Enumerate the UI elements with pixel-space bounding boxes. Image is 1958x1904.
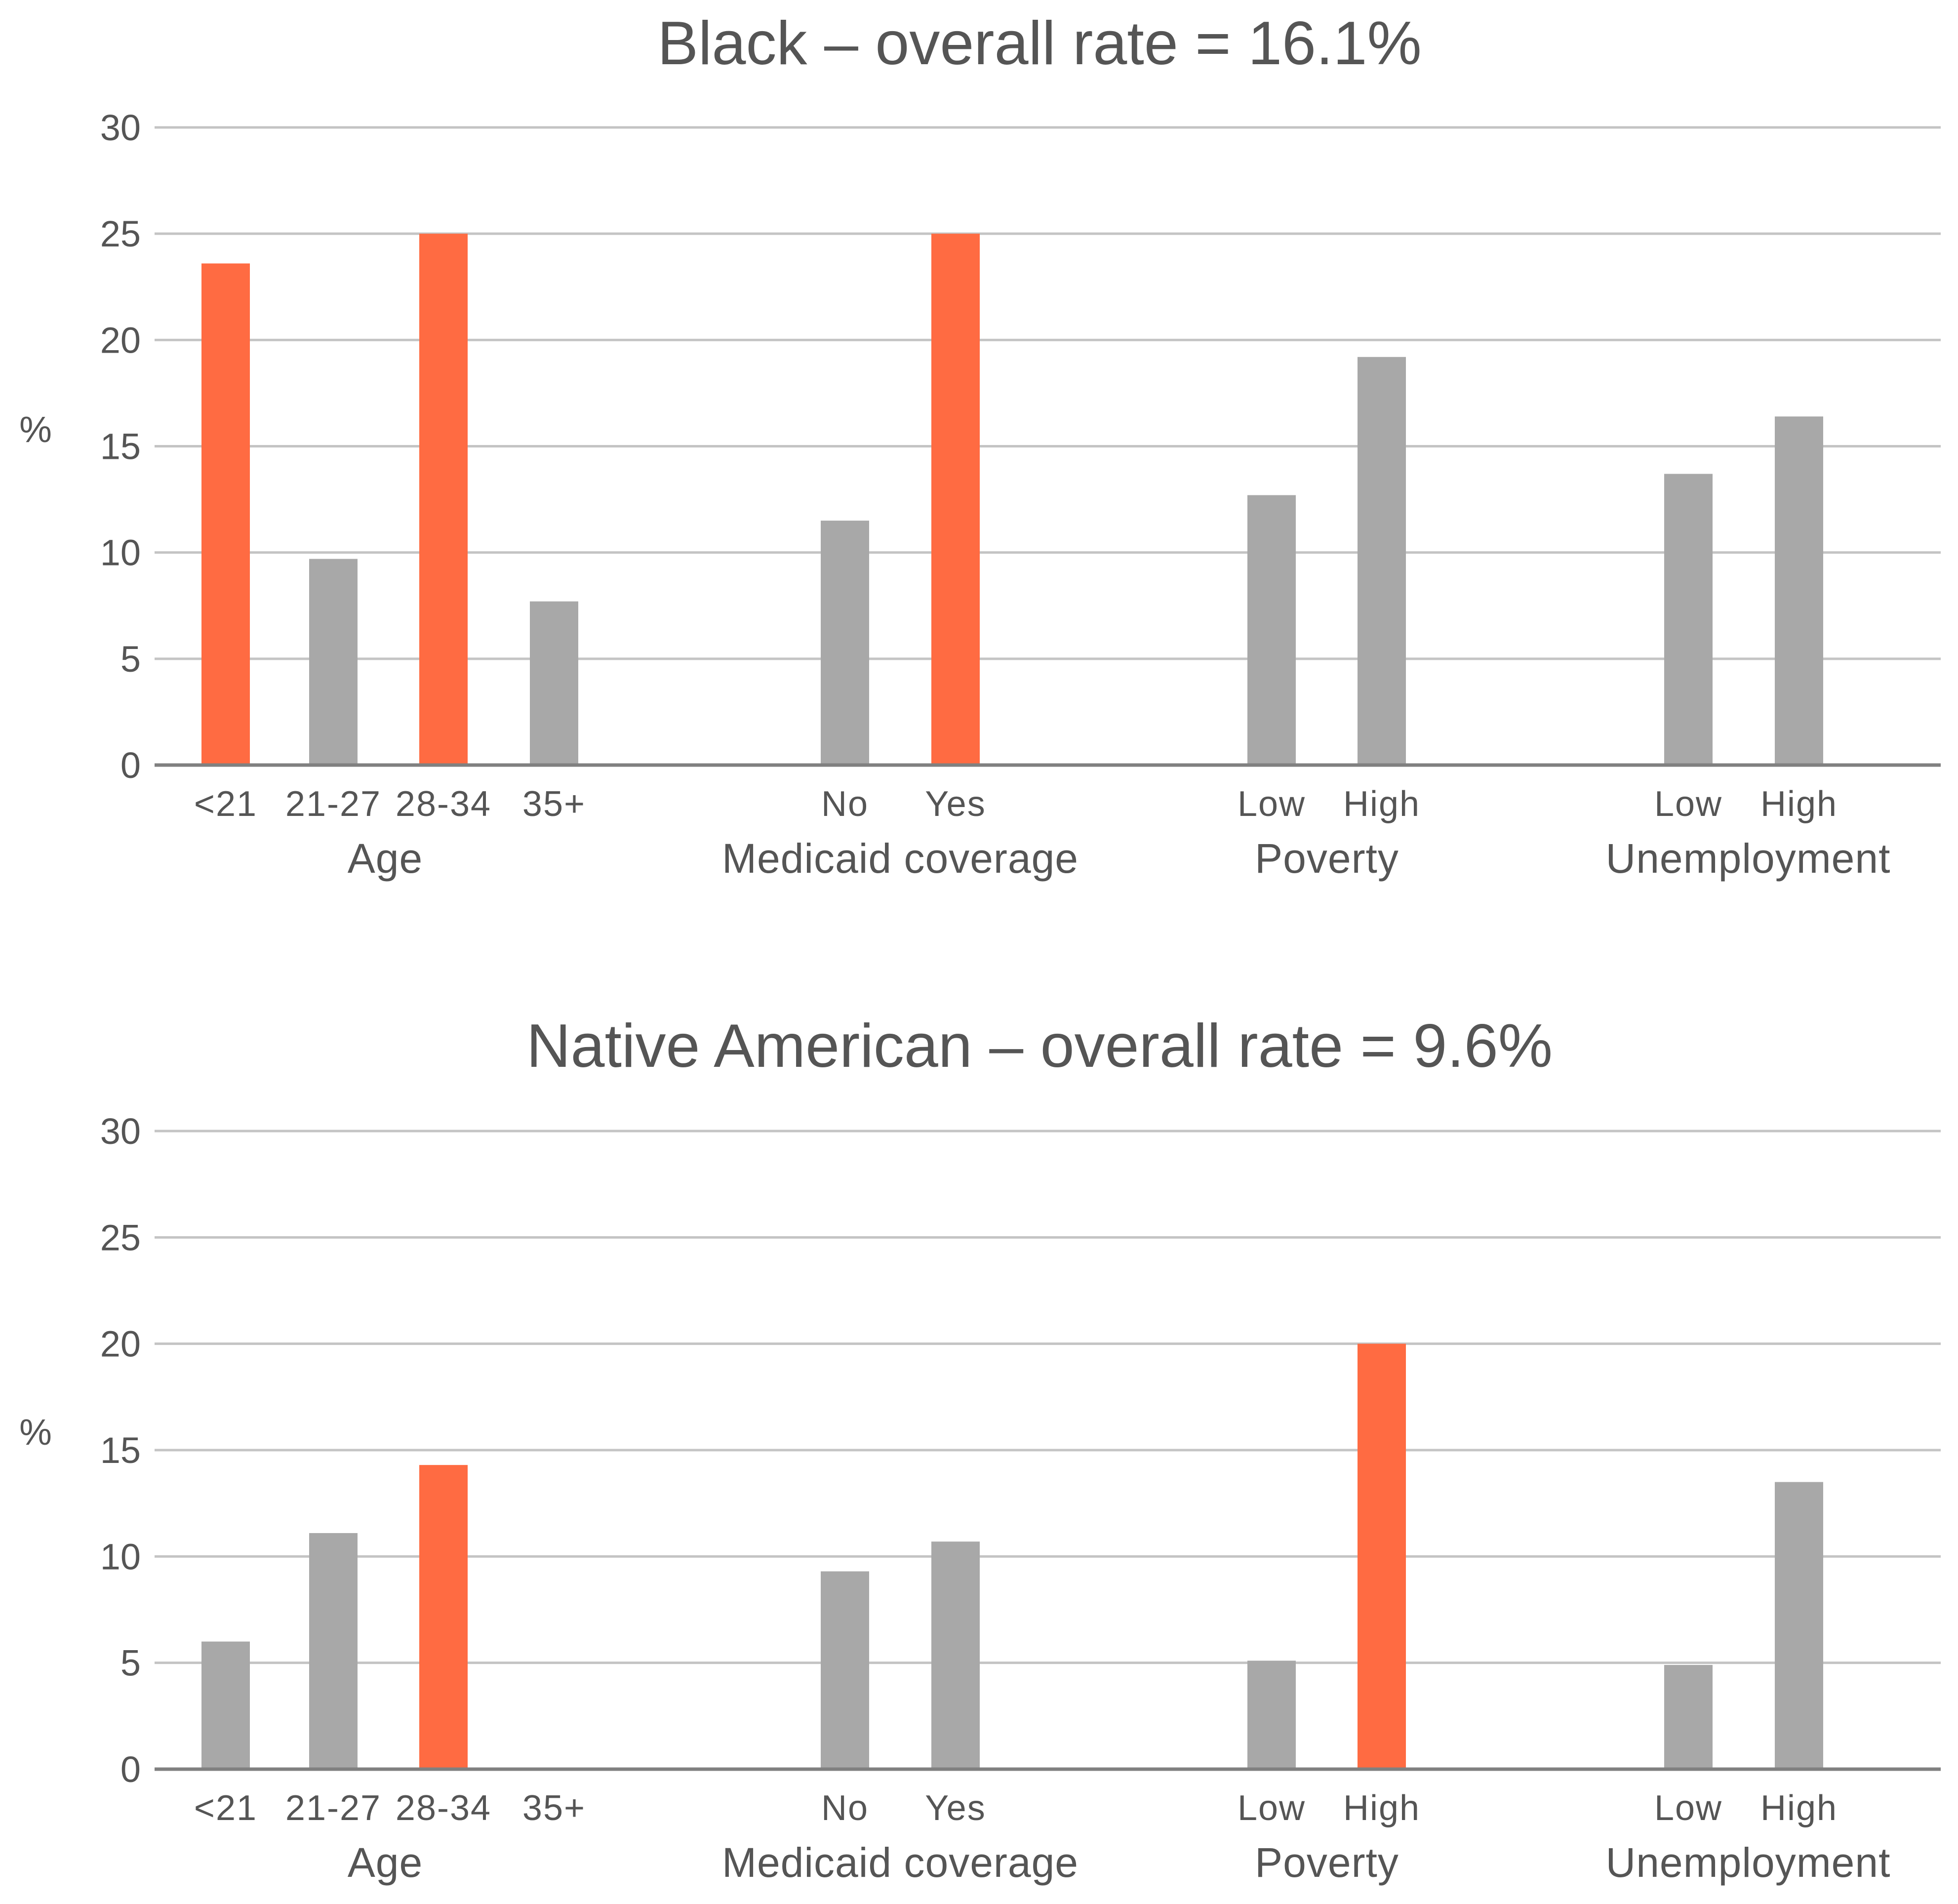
- y-tick-label: 25: [100, 1217, 141, 1258]
- x-tick-label: Low: [1654, 784, 1722, 824]
- bar: [201, 263, 250, 765]
- y-tick-label: 20: [100, 1324, 141, 1365]
- x-tick-label: High: [1343, 1788, 1420, 1828]
- bar: [1358, 357, 1406, 765]
- y-tick-label: 20: [100, 320, 141, 361]
- x-tick-label: 28-34: [396, 784, 491, 824]
- x-tick-label: Low: [1238, 784, 1306, 824]
- x-tick-label: Low: [1238, 1788, 1306, 1828]
- y-tick-label: 5: [120, 639, 141, 680]
- bar: [1664, 1664, 1713, 1769]
- bar: [309, 559, 358, 765]
- bar: [821, 521, 869, 765]
- bar: [931, 1541, 980, 1769]
- y-tick-label: 30: [100, 1111, 141, 1152]
- x-tick-label: High: [1343, 784, 1420, 824]
- bar: [1775, 416, 1823, 765]
- y-axis-label: %: [19, 409, 52, 450]
- y-tick-label: 10: [100, 1536, 141, 1577]
- bar: [931, 234, 980, 766]
- x-tick-label: Low: [1654, 1788, 1722, 1828]
- x-tick-label: No: [821, 1788, 869, 1828]
- y-axis-label: %: [19, 1412, 52, 1453]
- x-tick-label: High: [1760, 784, 1838, 824]
- bar: [1358, 1343, 1406, 1769]
- bar: [309, 1533, 358, 1769]
- bar: [419, 1465, 468, 1769]
- bar: [1247, 495, 1296, 765]
- chart-panel-native-american: Native American – overall rate = 9.6%% 0 5…: [19, 1012, 1941, 1886]
- y-tick-label: 5: [120, 1643, 141, 1684]
- bar: [1664, 474, 1713, 765]
- group-label: Unemployment: [1606, 1839, 1891, 1886]
- x-tick-label: <21: [194, 784, 257, 824]
- y-tick-label: 10: [100, 532, 141, 573]
- group-label: Age: [348, 1839, 423, 1886]
- group-label: Poverty: [1255, 1839, 1399, 1886]
- chart-title: Black – overall rate = 16.1%: [657, 9, 1421, 78]
- x-tick-label: <21: [194, 1788, 257, 1828]
- y-tick-label: 25: [100, 213, 141, 254]
- group-label: Unemployment: [1606, 835, 1891, 882]
- bar: [1247, 1661, 1296, 1769]
- x-tick-label: 21-27: [285, 1788, 381, 1828]
- group-label: Medicaid coverage: [722, 1839, 1079, 1886]
- bar: [201, 1641, 250, 1769]
- x-tick-label: Yes: [925, 1788, 986, 1828]
- bar: [419, 234, 468, 766]
- bar: [821, 1571, 869, 1769]
- group-label: Medicaid coverage: [722, 835, 1079, 882]
- x-tick-label: 35+: [522, 784, 586, 824]
- y-tick-label: 0: [120, 745, 141, 786]
- chart-panel-black: Black – overall rate = 16.1%% 0 5 10 15 20 25 3…: [19, 9, 1941, 882]
- group-label: Age: [348, 835, 423, 882]
- x-tick-label: High: [1760, 1788, 1838, 1828]
- bar: [1775, 1482, 1823, 1769]
- x-tick-label: 28-34: [396, 1788, 491, 1828]
- y-tick-label: 0: [120, 1749, 141, 1790]
- x-tick-label: Yes: [925, 784, 986, 824]
- y-tick-label: 15: [100, 1430, 141, 1471]
- group-label: Poverty: [1255, 835, 1399, 882]
- y-tick-label: 15: [100, 426, 141, 467]
- x-tick-label: 21-27: [285, 784, 381, 824]
- chart-title: Native American – overall rate = 9.6%: [526, 1012, 1553, 1080]
- x-tick-label: 35+: [522, 1788, 586, 1828]
- y-tick-label: 30: [100, 107, 141, 148]
- x-tick-label: No: [821, 784, 869, 824]
- bar: [530, 601, 578, 765]
